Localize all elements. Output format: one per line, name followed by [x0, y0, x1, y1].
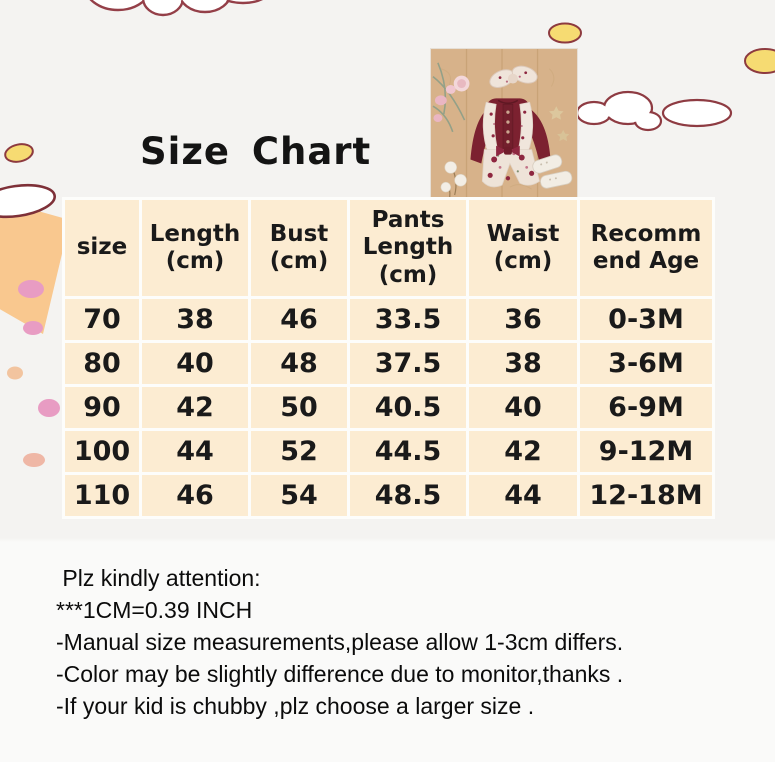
- table-row: 110 46 54 48.5 44 12-18M: [65, 475, 712, 516]
- table-cell: 0-3M: [580, 299, 712, 340]
- table-row: 70 38 46 33.5 36 0-3M: [65, 299, 712, 340]
- pink-dot-icon: [18, 280, 44, 298]
- cloud-top-left-icon: [89, 0, 264, 17]
- table-cell: 40: [469, 387, 577, 428]
- note-line: ***1CM=0.39 INCH: [56, 597, 253, 623]
- col-header-pants-length: Pants Length (cm): [350, 200, 466, 296]
- salmon-dot-icon: [23, 453, 45, 467]
- table-cell: 6-9M: [580, 387, 712, 428]
- note-line: Plz kindly attention:: [56, 565, 261, 591]
- table-cell: 38: [469, 343, 577, 384]
- table-cell: 42: [469, 431, 577, 472]
- notes-block: Plz kindly attention: ***1CM=0.39 INCH -…: [56, 562, 746, 722]
- yellow-dot-icon: [744, 48, 775, 74]
- table-cell: 48: [251, 343, 347, 384]
- note-line: -Color may be slightly difference due to…: [56, 661, 624, 687]
- table-header-row: size Length (cm) Bust (cm) Pants Length …: [65, 200, 712, 296]
- col-header-size: size: [65, 200, 139, 296]
- white-oval-icon: [0, 183, 56, 219]
- table-cell: 52: [251, 431, 347, 472]
- table-cell: 12-18M: [580, 475, 712, 516]
- table-cell: 54: [251, 475, 347, 516]
- table-row: 100 44 52 44.5 42 9-12M: [65, 431, 712, 472]
- table-cell: 33.5: [350, 299, 466, 340]
- note-line: -Manual size measurements,please allow 1…: [56, 629, 624, 655]
- table-cell: 44: [469, 475, 577, 516]
- table-row: 80 40 48 37.5 38 3-6M: [65, 343, 712, 384]
- table-row: 90 42 50 40.5 40 6-9M: [65, 387, 712, 428]
- pink-dot-icon: [38, 399, 60, 417]
- table-cell: 42: [142, 387, 248, 428]
- table-cell: 50: [251, 387, 347, 428]
- col-header-recommend-age: Recommend Age: [580, 200, 712, 296]
- table-cell: 100: [65, 431, 139, 472]
- table-cell: 80: [65, 343, 139, 384]
- table-cell: 3-6M: [580, 343, 712, 384]
- table-cell: 38: [142, 299, 248, 340]
- yellow-dot-icon: [4, 143, 34, 163]
- col-header-length: Length (cm): [142, 200, 248, 296]
- pink-dot-icon: [23, 321, 43, 335]
- page-title: Size Chart: [140, 130, 372, 173]
- table-cell: 46: [251, 299, 347, 340]
- cloud-right-icon: [575, 90, 733, 132]
- size-table: size Length (cm) Bust (cm) Pants Length …: [62, 197, 715, 519]
- table-cell: 70: [65, 299, 139, 340]
- peach-band-decoration: [0, 200, 70, 334]
- col-header-bust: Bust (cm): [251, 200, 347, 296]
- table-cell: 36: [469, 299, 577, 340]
- peach-dot-icon: [7, 366, 23, 380]
- table-cell: 40: [142, 343, 248, 384]
- table-cell: 48.5: [350, 475, 466, 516]
- col-header-waist: Waist (cm): [469, 200, 577, 296]
- table-cell: 46: [142, 475, 248, 516]
- table-cell: 44: [142, 431, 248, 472]
- table-cell: 37.5: [350, 343, 466, 384]
- table-cell: 40.5: [350, 387, 466, 428]
- product-photo: [430, 48, 578, 200]
- yellow-dot-icon: [548, 22, 582, 44]
- table-cell: 90: [65, 387, 139, 428]
- note-line: -If your kid is chubby ,plz choose a lar…: [56, 693, 535, 719]
- table-cell: 9-12M: [580, 431, 712, 472]
- table-cell: 110: [65, 475, 139, 516]
- table-cell: 44.5: [350, 431, 466, 472]
